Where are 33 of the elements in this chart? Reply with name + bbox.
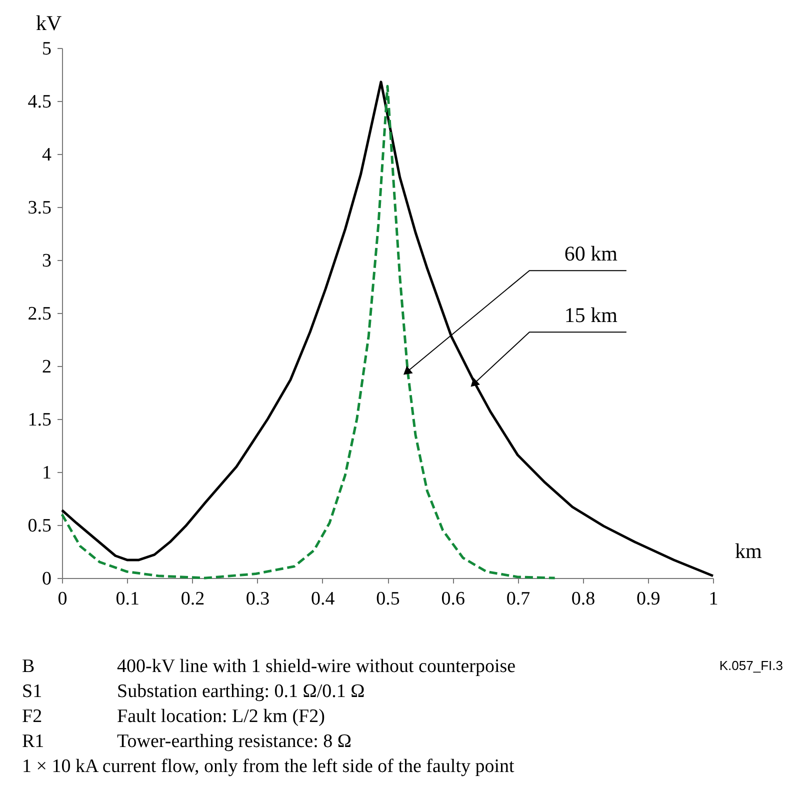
x-tick-label: 0 [58, 588, 68, 610]
text: 1 × 10 kA current flow, only from the left side of the faulty point [22, 756, 516, 777]
x-axis-title: km [735, 539, 762, 563]
x-tick-label: 0.4 [311, 588, 336, 610]
y-tick-label: 1.5 [28, 410, 52, 430]
x-tick-label: 0.6 [441, 588, 465, 610]
annotation: 60 km [564, 242, 618, 266]
y-tick-label: 5 [42, 38, 52, 60]
y-tick-label: 3.5 [28, 198, 52, 218]
y-tick-label: 3 [42, 250, 52, 272]
x-tick-label: 0.2 [180, 588, 205, 610]
x-tick-label: 0.8 [571, 588, 596, 610]
x-tick-label: 0.9 [636, 588, 660, 610]
text: K.057_FI.3 [719, 658, 783, 673]
text: F2 Fault location: L/2 km (F2) [22, 706, 325, 727]
y-axis-title: kV [36, 11, 62, 35]
y-tick-label: 4 [42, 144, 52, 166]
line-series [60, 84, 556, 580]
y-tick-label: 4.5 [28, 92, 52, 112]
y-tick-label: 2.5 [28, 304, 52, 324]
y-tick-label: 0 [42, 568, 52, 590]
y-tick-label: 2 [42, 356, 52, 378]
y-tick-label: 0.5 [28, 516, 52, 536]
x-tick-label: 0.5 [376, 588, 400, 610]
x-tick-label: 0.1 [116, 588, 140, 610]
y-tick-label: 1 [42, 462, 52, 484]
x-tick-label: 0.3 [246, 588, 270, 610]
text: S1 Substation earthing: 0.1 Ω/0.1 Ω [22, 681, 365, 702]
text: R1 Tower-earthing resistance: 8 Ω [22, 731, 352, 752]
annotation: 15 km [564, 303, 618, 328]
text: B 400-kV line with 1 shield-wire without counterpoise [22, 656, 516, 677]
x-tick-label: 1 [708, 588, 718, 610]
x-tick-label: 0.7 [506, 588, 530, 610]
